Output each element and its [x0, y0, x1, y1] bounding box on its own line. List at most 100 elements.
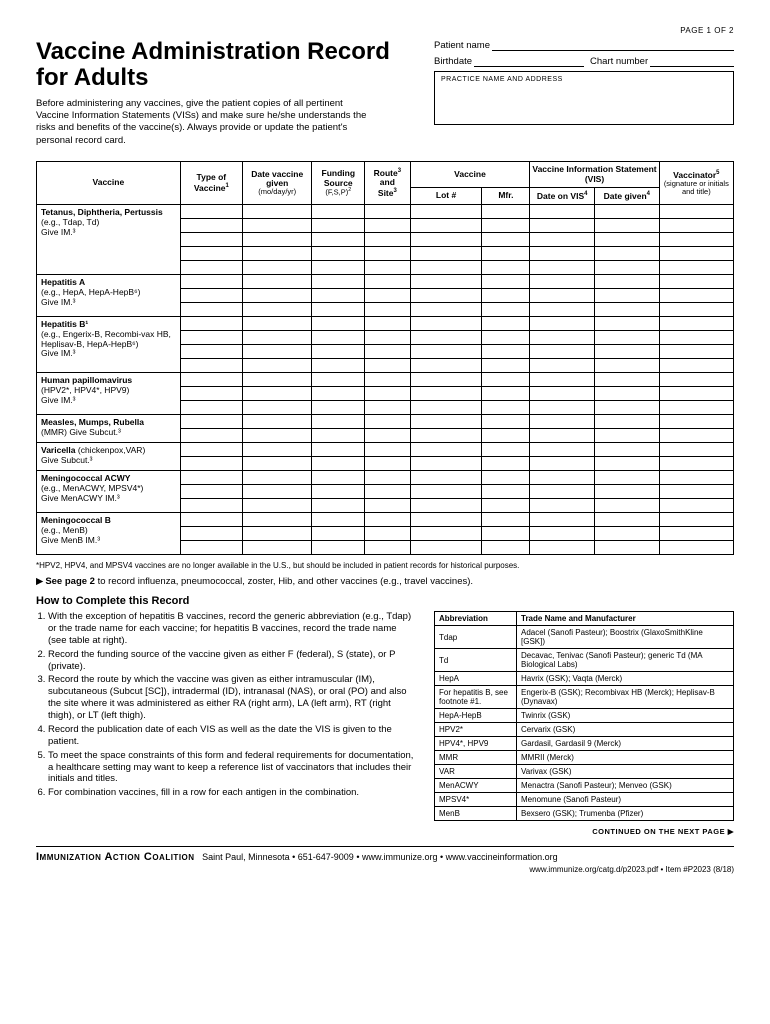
empty-cell: [410, 471, 482, 485]
empty-cell: [659, 359, 733, 373]
empty-cell: [530, 317, 595, 331]
abbr-cell: MMRII (Merck): [517, 751, 734, 765]
vaccine-cell: Measles, Mumps, Rubella(MMR) Give Subcut…: [37, 415, 181, 443]
empty-cell: [180, 303, 242, 317]
empty-cell: [312, 289, 365, 303]
instruction-item: For combination vaccines, fill in a row …: [48, 787, 416, 799]
empty-cell: [410, 527, 482, 541]
vaccine-cell: Hepatitis A(e.g., HepA, HepA-HepB⁶)Give …: [37, 275, 181, 317]
empty-cell: [659, 485, 733, 499]
empty-cell: [595, 443, 660, 457]
vaccine-table: Vaccine Type ofVaccine1 Date vaccine giv…: [36, 161, 734, 555]
empty-cell: [312, 261, 365, 275]
empty-cell: [530, 513, 595, 527]
empty-cell: [482, 541, 530, 555]
empty-cell: [365, 373, 411, 387]
empty-cell: [242, 205, 311, 219]
empty-cell: [659, 303, 733, 317]
abbr-cell: VAR: [435, 765, 517, 779]
empty-cell: [482, 513, 530, 527]
empty-cell: [180, 345, 242, 359]
abbr-cell: Twinrix (GSK): [517, 709, 734, 723]
empty-cell: [180, 471, 242, 485]
th-trade: Trade Name and Manufacturer: [517, 612, 734, 626]
empty-cell: [595, 471, 660, 485]
empty-cell: [180, 457, 242, 471]
vaccine-cell: Meningococcal ACWY(e.g., MenACWY, MPSV4*…: [37, 471, 181, 513]
instruction-item: With the exception of hepatitis B vaccin…: [48, 611, 416, 647]
empty-cell: [410, 499, 482, 513]
empty-cell: [410, 289, 482, 303]
empty-cell: [410, 485, 482, 499]
star-note: *HPV2, HPV4, and MPSV4 vaccines are no l…: [36, 561, 734, 570]
empty-cell: [530, 247, 595, 261]
empty-cell: [659, 401, 733, 415]
empty-cell: [312, 205, 365, 219]
empty-cell: [530, 233, 595, 247]
empty-cell: [242, 415, 311, 429]
abbr-cell: HepA-HepB: [435, 709, 517, 723]
empty-cell: [530, 485, 595, 499]
empty-cell: [410, 331, 482, 345]
empty-cell: [659, 541, 733, 555]
th-vis: Vaccine Information Statement (VIS): [530, 162, 659, 188]
empty-cell: [410, 345, 482, 359]
empty-cell: [365, 275, 411, 289]
empty-cell: [410, 275, 482, 289]
empty-cell: [659, 289, 733, 303]
empty-cell: [595, 387, 660, 401]
empty-cell: [410, 387, 482, 401]
empty-cell: [482, 331, 530, 345]
empty-cell: [595, 457, 660, 471]
empty-cell: [530, 387, 595, 401]
th-route: Route3andSite3: [365, 162, 411, 205]
empty-cell: [242, 261, 311, 275]
empty-cell: [365, 401, 411, 415]
empty-cell: [595, 401, 660, 415]
empty-cell: [530, 527, 595, 541]
empty-cell: [482, 345, 530, 359]
abbr-cell: Adacel (Sanofi Pasteur); Boostrix (Glaxo…: [517, 626, 734, 649]
empty-cell: [180, 527, 242, 541]
empty-cell: [242, 303, 311, 317]
how-to-title: How to Complete this Record: [36, 595, 734, 607]
empty-cell: [530, 289, 595, 303]
vaccine-cell: Hepatitis B¹(e.g., Engerix-B, Recombi-va…: [37, 317, 181, 373]
empty-cell: [530, 303, 595, 317]
empty-cell: [482, 457, 530, 471]
empty-cell: [482, 471, 530, 485]
empty-cell: [410, 541, 482, 555]
empty-cell: [242, 527, 311, 541]
empty-cell: [595, 415, 660, 429]
empty-cell: [482, 443, 530, 457]
empty-cell: [530, 373, 595, 387]
vaccine-cell: Varicella (chickenpox,VAR)Give Subcut.³: [37, 443, 181, 471]
empty-cell: [410, 303, 482, 317]
page-title: Vaccine Administration Record for Adults: [36, 39, 414, 92]
empty-cell: [180, 401, 242, 415]
abbreviation-table: Abbreviation Trade Name and Manufacturer…: [434, 611, 734, 821]
empty-cell: [530, 457, 595, 471]
empty-cell: [180, 219, 242, 233]
abbr-cell: Engerix-B (GSK); Recombivax HB (Merck); …: [517, 686, 734, 709]
page-number: PAGE 1 OF 2: [36, 26, 734, 35]
footer-org: Immunization Action Coalition: [36, 851, 195, 863]
empty-cell: [410, 443, 482, 457]
instruction-item: Record the funding source of the vaccine…: [48, 649, 416, 673]
empty-cell: [482, 415, 530, 429]
empty-cell: [482, 485, 530, 499]
empty-cell: [482, 317, 530, 331]
empty-cell: [595, 303, 660, 317]
patient-info: Patient name Birthdate Chart number PRAC…: [434, 39, 734, 125]
empty-cell: [659, 317, 733, 331]
empty-cell: [180, 541, 242, 555]
empty-cell: [242, 457, 311, 471]
empty-cell: [595, 219, 660, 233]
patient-name-label: Patient name: [434, 40, 490, 51]
empty-cell: [659, 373, 733, 387]
th-funding: Funding Source(F,S,P)2: [312, 162, 365, 205]
empty-cell: [530, 401, 595, 415]
empty-cell: [410, 359, 482, 373]
empty-cell: [365, 541, 411, 555]
empty-cell: [242, 499, 311, 513]
